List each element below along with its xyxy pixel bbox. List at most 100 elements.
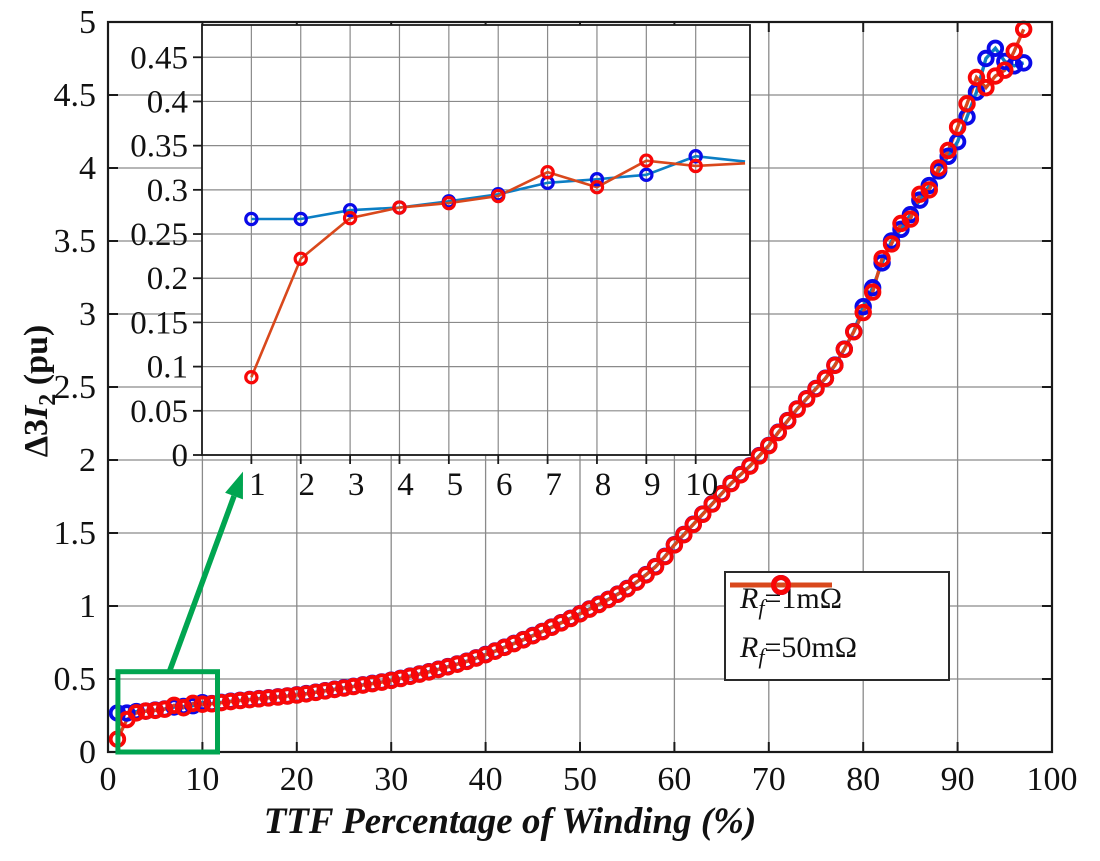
- data-point-marker: [845, 323, 863, 341]
- data-point-marker: [514, 631, 533, 649]
- data-point-marker: [401, 667, 419, 686]
- data-point-marker: [373, 673, 391, 691]
- legend-label-rf-50mohm: Rf=50mΩ: [740, 630, 858, 669]
- inset-x-tick-label: 8: [595, 467, 612, 503]
- x-tick-label: 60: [657, 761, 691, 798]
- y-tick-label: 1.5: [54, 515, 97, 552]
- inset-x-tick-label: 3: [348, 467, 365, 503]
- inset-x-tick-label: 1: [249, 467, 266, 503]
- data-point-marker: [646, 558, 665, 576]
- inset-data-point-marker: [589, 179, 605, 195]
- data-point-marker: [155, 700, 174, 718]
- inset-background: [202, 25, 750, 455]
- inset-data-point-marker: [244, 370, 259, 385]
- y-tick-label: 2: [79, 442, 96, 479]
- data-point-marker: [505, 634, 523, 653]
- data-point-marker: [165, 696, 183, 714]
- inset-y-tick-label: 0.15: [130, 305, 188, 341]
- inset-data-point-marker: [639, 153, 654, 168]
- y-tick-label: 0: [79, 734, 96, 771]
- data-point-marker: [127, 704, 146, 722]
- inset-data-point-marker: [293, 251, 308, 266]
- series-markers-rf50: [108, 20, 1033, 748]
- y-tick-label: 4.5: [54, 77, 97, 114]
- data-point-marker: [231, 691, 249, 710]
- data-point-marker: [1005, 42, 1023, 60]
- data-point-marker: [769, 423, 787, 442]
- data-point-marker: [410, 665, 429, 683]
- data-point-marker: [137, 702, 155, 720]
- x-axis-label: TTF Percentage of Winding (%): [263, 801, 757, 842]
- x-tick-label: 90: [941, 761, 975, 798]
- data-point-marker: [212, 693, 230, 712]
- data-point-marker: [920, 181, 938, 199]
- data-point-marker: [778, 412, 797, 430]
- data-point-marker: [722, 474, 740, 493]
- data-point-marker: [363, 674, 382, 693]
- series-line-rf50: [115, 28, 1026, 740]
- data-point-marker: [665, 536, 684, 554]
- data-point-marker: [429, 660, 448, 679]
- zoom-region-rect: [115, 669, 221, 755]
- data-point-marker: [967, 68, 986, 87]
- data-point-marker: [495, 638, 514, 657]
- data-point-marker: [325, 680, 344, 699]
- inset-series: [244, 149, 746, 385]
- legend-sample-line-red: [730, 575, 832, 595]
- data-point-marker: [259, 689, 278, 707]
- x-tick-label: 20: [280, 761, 314, 798]
- x-tick-labels: 0 10 20 30 40 50 60 70 80 90 100: [100, 761, 1078, 798]
- data-point-marker: [193, 695, 212, 713]
- data-point-marker: [656, 547, 674, 566]
- data-point-marker: [675, 526, 693, 544]
- legend-entry-rf-50mohm: Rf=50mΩ: [726, 575, 948, 670]
- data-point-marker: [854, 303, 872, 322]
- inset-data-point-marker: [342, 202, 358, 218]
- data-point-marker: [297, 685, 315, 703]
- y-tick-label: 4: [79, 150, 96, 187]
- y-axis-label: Δ3I2 (pu): [18, 324, 61, 458]
- legend-label-rf-1mohm: Rf=1mΩ: [740, 582, 843, 621]
- data-point-marker: [948, 118, 967, 136]
- main-series: [108, 20, 1033, 748]
- inset-x-tick-label: 6: [496, 467, 513, 503]
- data-point-marker: [458, 652, 476, 671]
- inset-x-tick-labels: 1 2 3 4 5 6 7 8 9 10: [249, 467, 718, 503]
- zoom-arrow-shaft: [166, 495, 237, 673]
- data-point-marker: [703, 495, 721, 513]
- data-point-marker: [439, 658, 457, 676]
- inset-y-tick-label: 0.4: [147, 84, 188, 120]
- data-point-marker: [354, 676, 372, 694]
- data-point-marker: [694, 505, 712, 524]
- data-point-marker: [854, 298, 872, 316]
- data-point-marker: [977, 78, 995, 97]
- x-tick-label: 30: [374, 761, 408, 798]
- inset-plot: [193, 24, 751, 464]
- data-point-marker: [344, 677, 363, 696]
- data-point-marker: [288, 686, 306, 704]
- data-point-marker: [524, 627, 542, 645]
- data-point-marker: [892, 220, 910, 239]
- data-point-marker: [901, 210, 920, 228]
- data-point-marker: [816, 369, 835, 388]
- inset-x-tick-label: 10: [685, 467, 718, 503]
- inset-x-tick-label: 5: [447, 467, 464, 503]
- inset-y-tick-label: 0.25: [130, 217, 188, 253]
- data-point-marker: [1014, 20, 1033, 39]
- main-axes: [106, 20, 1054, 754]
- inset-x-tick-label: 9: [644, 467, 661, 503]
- data-point-marker: [958, 95, 976, 113]
- data-point-marker: [826, 356, 844, 375]
- inset-data-point-marker: [392, 200, 407, 215]
- data-point-marker: [873, 249, 891, 268]
- data-point-marker: [760, 436, 778, 455]
- inset-data-point-marker: [688, 158, 703, 174]
- inset-y-tick-label: 0: [172, 438, 189, 474]
- x-tick-label: 80: [846, 761, 880, 798]
- data-point-marker: [741, 457, 759, 475]
- y-tick-label: 5: [79, 4, 96, 41]
- data-point-marker: [911, 191, 929, 209]
- inset-data-point-marker: [441, 195, 457, 211]
